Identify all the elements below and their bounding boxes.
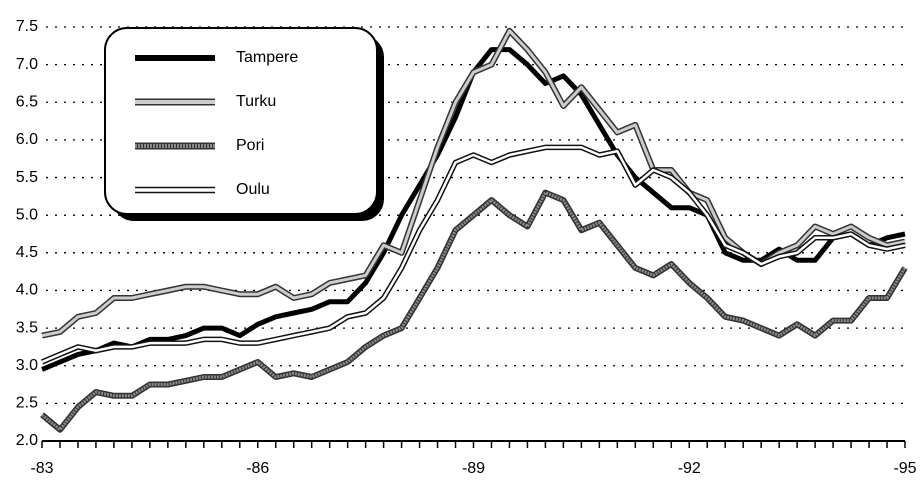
y-tick-label: 7.5 bbox=[16, 18, 38, 35]
y-tick-label: 7.0 bbox=[16, 56, 38, 73]
y-tick-label: 4.5 bbox=[16, 244, 38, 261]
y-tick-label: 4.0 bbox=[16, 282, 38, 299]
y-tick-label: 5.0 bbox=[16, 206, 38, 223]
series-line bbox=[40, 189, 908, 433]
y-tick-label: 6.5 bbox=[16, 93, 38, 110]
legend-label: Oulu bbox=[236, 181, 270, 198]
y-tick-label: 6.0 bbox=[16, 131, 38, 148]
y-tick-label: 3.0 bbox=[16, 357, 38, 374]
legend-label: Turku bbox=[236, 93, 276, 110]
x-tick-label: -95 bbox=[893, 460, 916, 477]
x-tick-label: -92 bbox=[678, 460, 701, 477]
x-tick-label: -89 bbox=[462, 460, 485, 477]
series-line-core bbox=[41, 146, 906, 364]
x-tick-label: -83 bbox=[30, 460, 53, 477]
y-tick-label: 3.5 bbox=[16, 319, 38, 336]
y-tick-label: 2.0 bbox=[16, 432, 38, 449]
x-tick-label: -86 bbox=[246, 460, 269, 477]
y-tick-label: 2.5 bbox=[16, 395, 38, 412]
legend-label: Pori bbox=[236, 137, 264, 154]
legend bbox=[104, 27, 378, 215]
series-line-core bbox=[41, 191, 907, 432]
legend-label: Tampere bbox=[236, 49, 298, 66]
y-tick-label: 5.5 bbox=[16, 169, 38, 186]
